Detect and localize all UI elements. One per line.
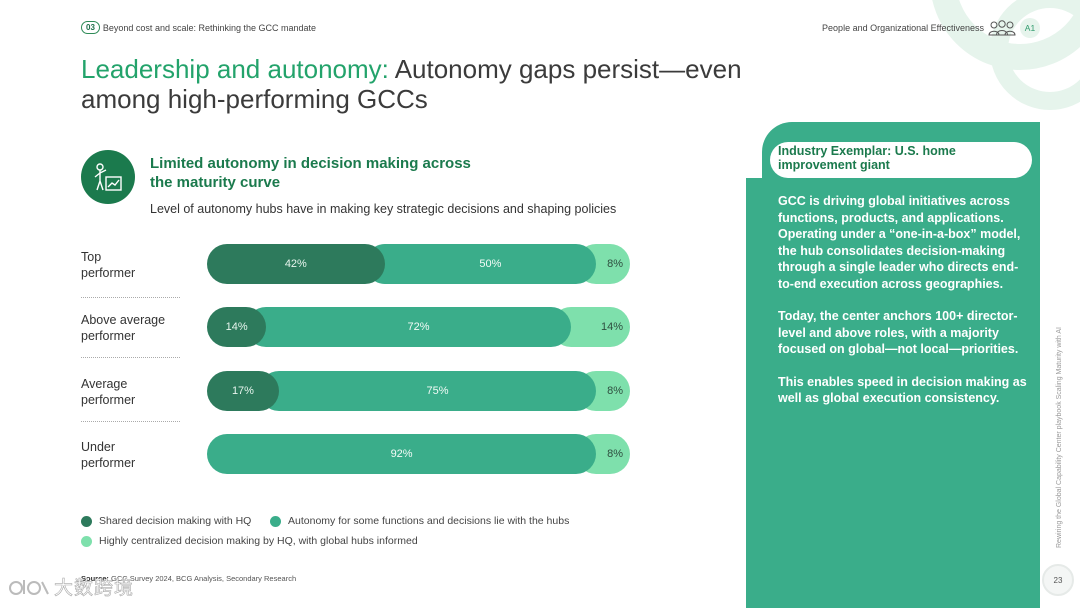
row-label-above-average: Above average performer [81, 312, 191, 344]
bar-data-label: 17% [231, 385, 254, 397]
section-title: Beyond cost and scale: Rethinking the GC… [102, 22, 317, 33]
row-label-line: performer [81, 393, 136, 407]
row-label-line: performer [81, 329, 136, 343]
legend-label: Highly centralized decision making by HQ… [99, 535, 418, 547]
row-label-line: Top [81, 250, 102, 264]
exemplar-paragraph: GCC is driving global initiatives across… [778, 194, 1021, 291]
row-label-line: performer [81, 266, 136, 280]
bar-data-label: 42% [284, 258, 307, 270]
exemplar-paragraph: Today, the center anchors 100+ director-… [778, 309, 1019, 356]
bar-data-label: 72% [407, 321, 430, 333]
row-divider [81, 357, 180, 358]
legend-label: Autonomy for some functions and decision… [288, 515, 570, 527]
title-highlight: Leadership and autonomy: [81, 54, 389, 84]
person-chart-icon [81, 150, 135, 204]
legend-swatch [81, 535, 92, 547]
exemplar-panel [746, 178, 1040, 608]
bar-data-label: 50% [479, 258, 502, 270]
bar-segment-autonomy: 50% [364, 244, 597, 284]
legend-swatch [81, 515, 92, 527]
source-label: Source: [81, 574, 109, 583]
exemplar-body: GCC is driving global initiatives across… [778, 193, 1028, 423]
page-number: 23 [1042, 564, 1074, 596]
source-note: Source: GCC Survey 2024, BCG Analysis, S… [81, 574, 296, 583]
side-note: Rewiring the Global Capability Center pl… [1056, 327, 1063, 548]
bar-row: 17% 75% 8% [207, 371, 630, 411]
bar-data-label: 14% [225, 321, 248, 333]
chart-heading: Limited autonomy in decision making acro… [150, 155, 471, 191]
row-label-line: performer [81, 456, 136, 470]
section-breadcrumb: 03 Beyond cost and scale: Rethinking the… [81, 21, 316, 34]
legend-item-autonomy: Autonomy for some functions and decision… [270, 515, 569, 527]
exemplar-paragraph: This enables speed in decision making as… [778, 374, 1027, 406]
chart-subtitle: Level of autonomy hubs have in making ke… [150, 202, 617, 216]
topic-label: People and Organizational Effectiveness [822, 23, 984, 33]
legend-swatch [270, 515, 281, 527]
bar-segment-shared: 14% [207, 307, 267, 347]
watermark-text: 大数跨境 [54, 577, 135, 600]
bar-data-label: 8% [607, 258, 623, 270]
row-label-line: Average [81, 377, 128, 391]
legend-label: Shared decision making with HQ [99, 515, 252, 527]
section-number: 03 [81, 21, 100, 34]
row-label-line: Above average [81, 313, 166, 327]
people-group-icon [988, 20, 1016, 36]
row-label-under-performer: Under performer [81, 439, 191, 471]
title-text: Autonomy gaps persist—even among high-pe… [81, 54, 742, 114]
row-label-average: Average performer [81, 376, 191, 408]
bar-row: 14% 72% 14% [207, 307, 630, 347]
bar-data-label: 14% [600, 321, 623, 333]
bar-data-label: 75% [426, 385, 449, 397]
row-divider [81, 421, 180, 422]
row-label-line: Under [81, 440, 116, 454]
bar-data-label: 92% [390, 448, 413, 460]
row-divider [81, 297, 180, 298]
section-badge: A1 [1020, 18, 1040, 38]
bar-segment-shared: 42% [207, 244, 385, 284]
bar-row: 42% 50% 8% [207, 244, 630, 284]
bar-segment-autonomy: 75% [258, 371, 597, 411]
page-title: Leadership and autonomy: Autonomy gaps p… [81, 54, 781, 114]
bar-row: 92% 8% [207, 434, 630, 474]
decorative-ring [990, 0, 1080, 110]
source-text: GCC Survey 2024, BCG Analysis, Secondary… [111, 574, 297, 583]
exemplar-title: Industry Exemplar: U.S. home improvement… [770, 142, 1032, 178]
row-label-top-performer: Top performer [81, 249, 191, 281]
bar-segment-autonomy: 72% [246, 307, 571, 347]
topic-header: People and Organizational Effectiveness … [822, 18, 1040, 38]
watermark: 大数跨境 [8, 573, 134, 600]
bar-data-label: 8% [607, 448, 623, 460]
watermark-logo-icon [9, 579, 49, 595]
legend-item-shared: Shared decision making with HQ [81, 515, 251, 527]
bar-data-label: 8% [607, 385, 623, 397]
bar-segment-shared: 17% [207, 371, 279, 411]
bar-segment-autonomy: 92% [207, 434, 597, 474]
legend-item-centralized: Highly centralized decision making by HQ… [81, 535, 418, 547]
